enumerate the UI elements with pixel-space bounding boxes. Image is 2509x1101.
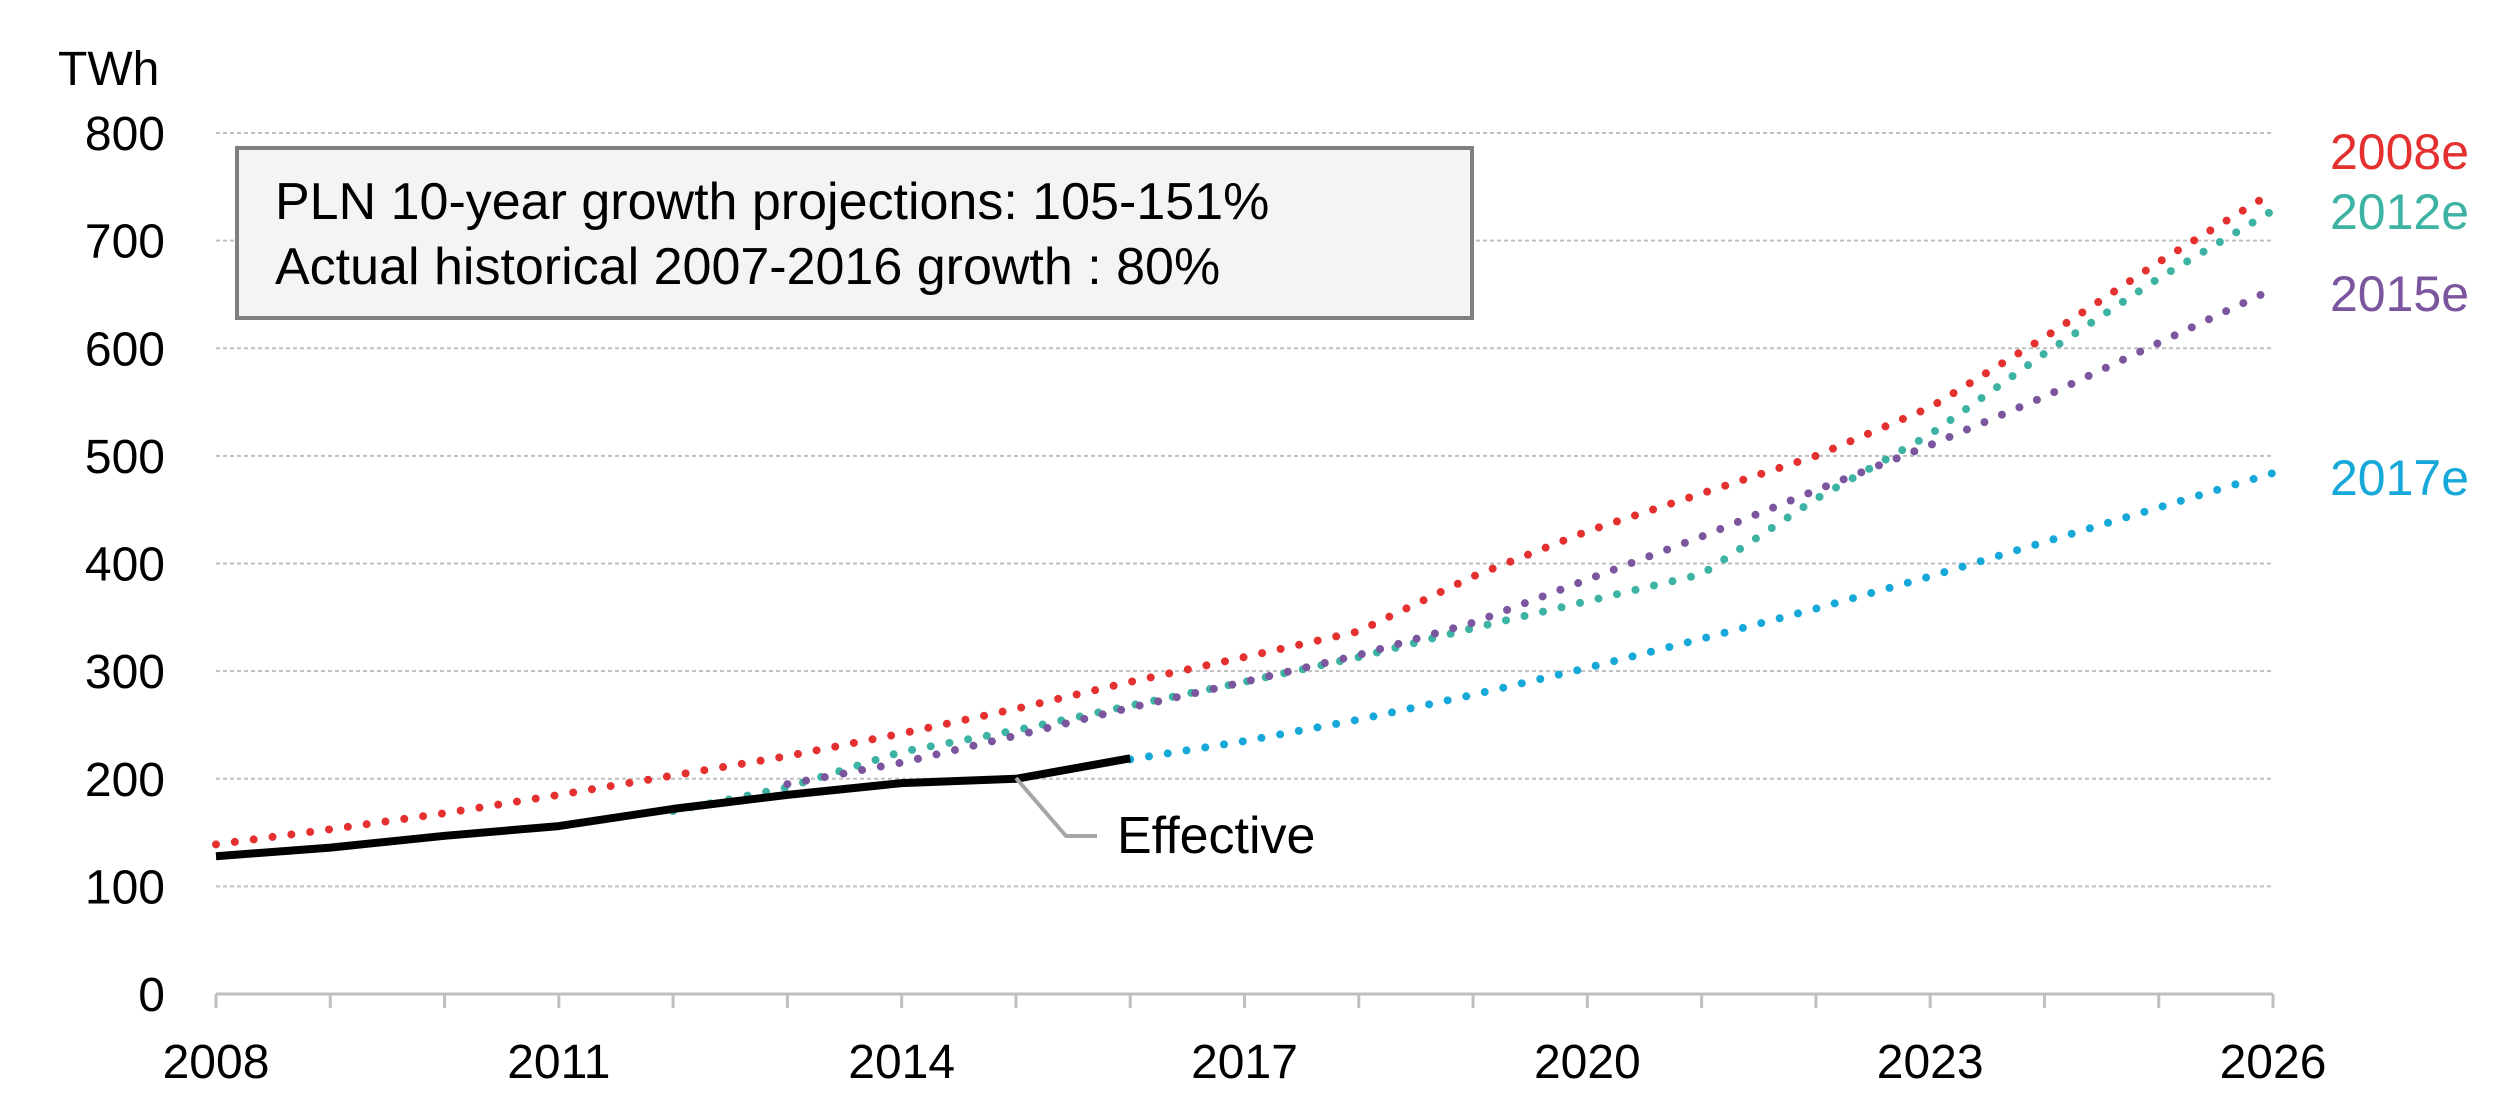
effective-series-label: Effective [1117,807,1315,865]
annotation-box: PLN 10-year growth projections: 105-151%… [235,146,1474,320]
x-axis: 0 100 200 300 400 500 600 700 800 2008 2011 2014 201… [85,108,2326,1089]
series-label-2008e: 2008e [2330,124,2469,180]
series-label-2012e: 2012e [2330,184,2469,240]
effective-callout: Effective [1014,776,1315,865]
x-tick-label: 2020 [1534,1036,1641,1089]
series-label-2015e: 2015e [2330,266,2469,322]
x-tick-label: 2023 [1877,1036,1984,1089]
x-tick-label: 2011 [507,1036,610,1089]
y-tick-label: 400 [85,539,165,592]
series-line-2015e [783,285,2277,789]
annotation-line-1: PLN 10-year growth projections: 105-151% [275,173,1269,231]
y-tick-label: 200 [85,754,165,807]
x-tick-label: 2026 [2220,1036,2327,1089]
annotation-line-2: Actual historical 2007-2016 growth : 80% [275,238,1220,296]
y-tick-label: 500 [85,431,165,484]
x-tick-label: 2014 [848,1036,955,1089]
y-tick-label: 300 [85,646,165,699]
y-tick-label: 100 [85,861,165,914]
series-label-2017e: 2017e [2330,450,2469,506]
series-line-effective [215,754,1131,861]
x-tick-label: 2008 [163,1036,270,1089]
x-tick-label: 2017 [1191,1036,1298,1089]
y-tick-label: 0 [138,969,165,1022]
y-axis-unit-label: TWh [58,43,159,96]
y-tick-label: 700 [85,216,165,269]
series-line-2008e [212,188,2277,849]
series-line-2017e [1126,469,2277,764]
y-tick-label: 600 [85,323,165,376]
y-tick-label: 800 [85,108,165,161]
